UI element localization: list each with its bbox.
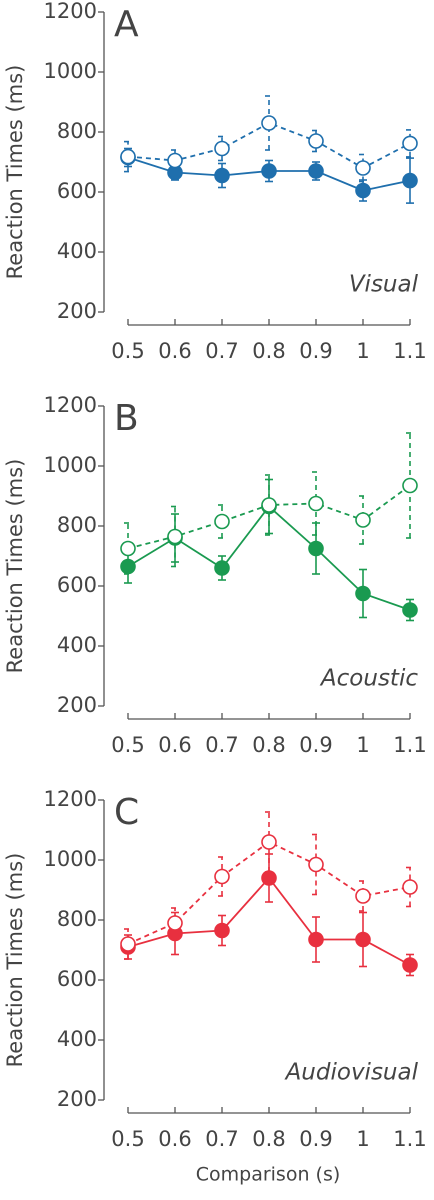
x-tick-label: 1.1 xyxy=(393,1127,426,1151)
x-tick-label: 1 xyxy=(356,339,369,363)
data-point xyxy=(120,540,136,557)
data-point xyxy=(402,135,418,152)
data-point xyxy=(261,834,277,850)
y-tick-label: 200 xyxy=(57,693,97,717)
data-point xyxy=(214,560,230,576)
y-tick-label: 1000 xyxy=(44,453,97,477)
panel-label: B xyxy=(114,398,139,439)
y-tick-label: 400 xyxy=(57,1027,97,1051)
data-point xyxy=(167,152,183,169)
data-point xyxy=(120,558,136,575)
data-point xyxy=(308,856,324,873)
data-point xyxy=(120,148,136,165)
x-tick-label: 0.6 xyxy=(158,733,191,757)
x-tick-label: 0.7 xyxy=(205,339,238,363)
y-tick-label: 800 xyxy=(57,513,97,537)
y-tick-label: 800 xyxy=(57,119,97,143)
y-tick-label: 1200 xyxy=(44,0,97,23)
data-point xyxy=(167,528,183,545)
error-bar xyxy=(359,880,367,912)
data-point xyxy=(214,513,230,530)
data-point xyxy=(308,540,324,557)
y-tick-label: 400 xyxy=(57,239,97,263)
x-tick-label: 0.5 xyxy=(111,1127,144,1151)
data-point xyxy=(308,495,324,512)
data-point xyxy=(214,140,230,157)
data-point xyxy=(402,477,418,494)
x-tick-label: 0.6 xyxy=(158,339,191,363)
x-tick-label: 0.9 xyxy=(299,733,332,757)
x-tick-label: 0.9 xyxy=(299,1127,332,1151)
data-point xyxy=(167,915,183,931)
error-bar xyxy=(124,140,132,173)
data-point xyxy=(214,167,230,184)
error-bar xyxy=(218,504,226,539)
data-point xyxy=(261,497,277,513)
data-point xyxy=(261,870,277,886)
y-tick-label: 1200 xyxy=(44,393,97,417)
data-point xyxy=(402,602,418,618)
x-tick-label: 0.6 xyxy=(158,1127,191,1151)
data-point xyxy=(308,133,324,149)
data-point xyxy=(120,936,136,952)
data-point xyxy=(355,512,371,528)
y-tick-label: 1000 xyxy=(44,847,97,871)
data-point xyxy=(402,172,418,189)
error-bar xyxy=(359,495,367,545)
panel-label: A xyxy=(114,4,139,45)
x-tick-label: 0.9 xyxy=(299,339,332,363)
x-tick-label: 1.1 xyxy=(393,339,426,363)
y-axis-label: Reaction Times (ms) xyxy=(3,459,27,674)
y-tick-label: 800 xyxy=(57,907,97,931)
data-point xyxy=(355,931,371,948)
data-point xyxy=(355,182,371,199)
data-point xyxy=(355,585,371,602)
x-tick-label: 0.5 xyxy=(111,733,144,757)
x-tick-label: 0.8 xyxy=(252,733,285,757)
y-tick-label: 600 xyxy=(57,179,97,203)
x-tick-label: 1 xyxy=(356,1127,369,1151)
y-tick-label: 200 xyxy=(57,1087,97,1111)
x-tick-label: 0.5 xyxy=(111,339,144,363)
x-tick-label: 1.1 xyxy=(393,733,426,757)
data-point xyxy=(355,888,371,904)
x-tick-label: 0.8 xyxy=(252,339,285,363)
panel-label: C xyxy=(114,792,139,833)
x-tick-label: 0.8 xyxy=(252,1127,285,1151)
data-point xyxy=(308,163,324,179)
x-tick-label: 0.7 xyxy=(205,1127,238,1151)
condition-label: Visual xyxy=(349,272,419,298)
error-bar xyxy=(406,432,414,539)
condition-label: Acoustic xyxy=(319,666,418,692)
y-tick-label: 600 xyxy=(57,573,97,597)
data-point xyxy=(402,879,418,895)
y-tick-label: 1200 xyxy=(44,787,97,811)
x-axis-label: Comparison (s) xyxy=(196,1164,341,1186)
y-tick-label: 200 xyxy=(57,299,97,323)
y-tick-label: 1000 xyxy=(44,59,97,83)
data-point xyxy=(355,160,371,176)
x-tick-label: 1 xyxy=(356,733,369,757)
data-point xyxy=(261,163,277,179)
x-tick-label: 0.7 xyxy=(205,733,238,757)
data-point xyxy=(214,922,230,939)
y-tick-label: 400 xyxy=(57,633,97,657)
y-axis-label: Reaction Times (ms) xyxy=(3,853,27,1068)
data-point xyxy=(214,868,230,885)
y-tick-label: 600 xyxy=(57,967,97,991)
condition-label: Audiovisual xyxy=(284,1060,419,1086)
y-axis-label: Reaction Times (ms) xyxy=(3,65,27,280)
data-point xyxy=(402,957,418,973)
data-point xyxy=(261,115,277,131)
data-point xyxy=(308,931,324,948)
